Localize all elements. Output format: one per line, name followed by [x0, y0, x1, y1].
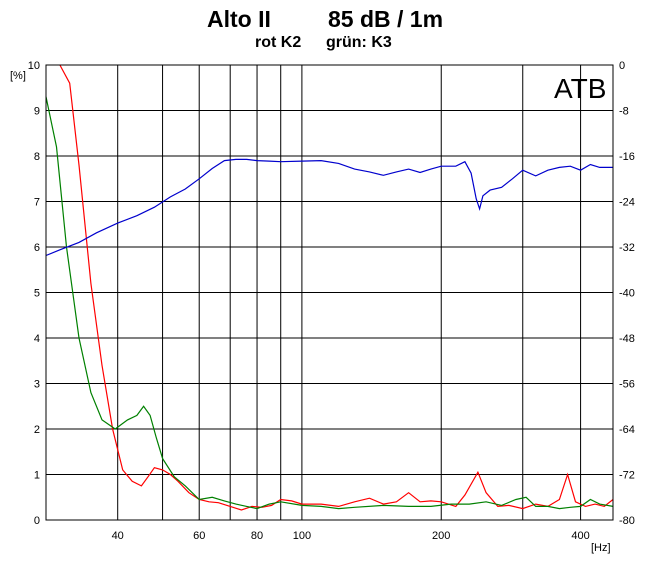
y-left-tick-label: 9: [34, 106, 40, 118]
x-tick-label: 60: [193, 530, 205, 542]
legend-green-k3: grün: K3: [326, 34, 392, 51]
series-k2-line: [59, 64, 614, 511]
y-left-tick-label: 2: [34, 424, 40, 436]
x-axis-unit-label: [Hz]: [591, 542, 611, 554]
y-left-tick-label: 8: [34, 151, 40, 163]
y-right-tick-label: -48: [619, 333, 635, 345]
y-right-tick-label: -40: [619, 288, 635, 300]
x-tick-label: 100: [293, 530, 311, 542]
y-right-tick-label: -56: [619, 379, 635, 391]
y-left-tick-label: 3: [34, 379, 40, 391]
x-tick-label: 400: [571, 530, 589, 542]
y-left-tick-label: 4: [34, 333, 40, 345]
y-right-tick-label: -16: [619, 151, 635, 163]
y-right-tick-label: -80: [619, 515, 635, 527]
x-tick-label: 200: [432, 530, 450, 542]
y-left-tick-label: 0: [34, 515, 40, 527]
y-right-tick-label: -72: [619, 470, 635, 482]
plot-frame: [45, 64, 614, 521]
chart-title: Alto II 85 dB / 1m: [0, 6, 655, 36]
y-left-tick-label: 1: [34, 470, 40, 482]
y-left-tick-label: 5: [34, 288, 40, 300]
y-right-tick-label: 0: [619, 60, 625, 72]
y-right-tick-label: -24: [619, 197, 635, 209]
speaker-name: Alto II: [207, 6, 271, 32]
chart-subtitle: rot K2 grün: K3: [0, 34, 655, 56]
legend-red-k2: rot K2: [255, 34, 302, 51]
x-tick-label: 40: [112, 530, 124, 542]
y-left-tick-label: 7: [34, 197, 40, 209]
grid: [46, 64, 613, 521]
series-k3-line: [45, 96, 614, 510]
y-left-tick-label: 10: [28, 60, 40, 72]
y-left-tick-label: 6: [34, 242, 40, 254]
y-right-tick-label: -32: [619, 242, 635, 254]
y-axis-unit-label: [%]: [10, 70, 26, 82]
measurement-level: 85 dB / 1m: [328, 6, 444, 32]
y-right-tick-label: -64: [619, 424, 635, 436]
atb-watermark: ATB: [554, 73, 606, 104]
y-right-tick-label: -8: [619, 106, 629, 118]
series-group: [45, 64, 614, 511]
series-frequency-response-line: [45, 158, 613, 257]
x-tick-label: 80: [251, 530, 263, 542]
